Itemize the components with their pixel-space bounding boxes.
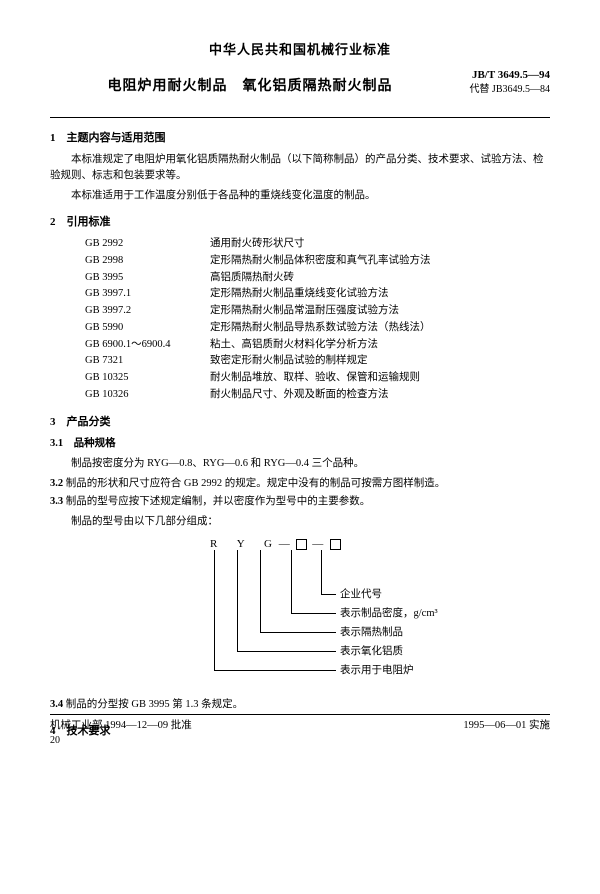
diagram-line bbox=[237, 651, 336, 652]
reference-row: GB 3997.1定形隔热耐火制品重烧线变化试验方法 bbox=[85, 286, 441, 303]
reference-code: GB 3997.2 bbox=[85, 303, 210, 320]
section-3-3-text: 制品的型号应按下述规定编制，并以密度作为型号中的主要参数。 bbox=[66, 496, 371, 507]
reference-title: 高铝质隔热耐火砖 bbox=[210, 270, 441, 287]
section-1-p1: 本标准规定了电阻炉用氧化铝质隔热耐火制品（以下简称制品）的产品分类、技术要求、试… bbox=[50, 152, 550, 184]
reference-row: GB 7321致密定形耐火制品试验的制样规定 bbox=[85, 353, 441, 370]
model-diagram: R Y G — — 企业代号 表示制品密度，g/cm³ 表示隔热制品 表示氧化铝… bbox=[50, 536, 550, 692]
diagram-g: G bbox=[264, 538, 274, 550]
reference-code: GB 10325 bbox=[85, 370, 210, 387]
reference-code: GB 2992 bbox=[85, 236, 210, 253]
reference-title: 定形隔热耐火制品体积密度和真气孔率试验方法 bbox=[210, 253, 441, 270]
diagram-label-3: 表示隔热制品 bbox=[340, 625, 403, 641]
diagram-line bbox=[214, 670, 336, 671]
reference-title: 粘土、高铝质耐火材料化学分析方法 bbox=[210, 337, 441, 354]
reference-title: 定形隔热耐火制品导热系数试验方法（热线法） bbox=[210, 320, 441, 337]
diagram-label-4: 表示氧化铝质 bbox=[340, 644, 403, 660]
section-3-3-p2: 制品的型号由以下几部分组成： bbox=[50, 514, 550, 530]
footer: 机械工业部 1994—12—09 批准 1995—06—01 实施 bbox=[50, 714, 550, 734]
page-number: 20 bbox=[50, 733, 60, 748]
reference-code: GB 6900.1～6900.4 bbox=[85, 337, 210, 354]
reference-title: 致密定形耐火制品试验的制样规定 bbox=[210, 353, 441, 370]
doc-code-block: JB/T 3649.5—94 代替 JB3649.5—84 bbox=[450, 68, 550, 97]
header-rule bbox=[50, 117, 550, 118]
section-3-4: 3.4 制品的分型按 GB 3995 第 1.3 条规定。 bbox=[50, 697, 550, 713]
reference-row: GB 10325耐火制品堆放、取样、验收、保管和运输规则 bbox=[85, 370, 441, 387]
section-3-3: 3.3 制品的型号应按下述规定编制，并以密度作为型号中的主要参数。 bbox=[50, 494, 550, 510]
section-1-head: 1 主题内容与适用范围 bbox=[50, 130, 550, 147]
reference-code: GB 3995 bbox=[85, 270, 210, 287]
section-3-2-num: 3.2 bbox=[50, 478, 63, 489]
section-3-head: 3 产品分类 bbox=[50, 414, 550, 431]
doc-code: JB/T 3649.5—94 bbox=[450, 68, 550, 83]
reference-title: 定形隔热耐火制品常温耐压强度试验方法 bbox=[210, 303, 441, 320]
reference-code: GB 3997.1 bbox=[85, 286, 210, 303]
diagram-box-1 bbox=[296, 539, 307, 550]
diagram-line bbox=[291, 550, 292, 613]
diagram-line bbox=[237, 550, 238, 651]
reference-row: GB 2998定形隔热耐火制品体积密度和真气孔率试验方法 bbox=[85, 253, 441, 270]
footer-effective: 1995—06—01 实施 bbox=[463, 718, 550, 734]
diagram-y: Y bbox=[237, 538, 247, 550]
diagram-label-5: 表示用于电阻炉 bbox=[340, 663, 414, 679]
diagram-line bbox=[260, 550, 261, 632]
doc-replaces: 代替 JB3649.5—84 bbox=[450, 83, 550, 97]
reference-row: GB 6900.1～6900.4粘土、高铝质耐火材料化学分析方法 bbox=[85, 337, 441, 354]
diagram-line bbox=[321, 594, 336, 595]
diagram-line bbox=[260, 632, 336, 633]
section-3-2: 3.2 制品的形状和尺寸应符合 GB 2992 的规定。规定中没有的制品可按需方… bbox=[50, 476, 550, 492]
section-2-head: 2 引用标准 bbox=[50, 214, 550, 231]
title-row: 电阻炉用耐火制品 氧化铝质隔热耐火制品 JB/T 3649.5—94 代替 JB… bbox=[50, 68, 550, 97]
diagram-box-2 bbox=[330, 539, 341, 550]
org-header: 中华人民共和国机械行业标准 bbox=[50, 40, 550, 60]
section-3-4-num: 3.4 bbox=[50, 699, 63, 710]
section-3-1-head: 3.1 品种规格 bbox=[50, 436, 550, 452]
reference-row: GB 2992通用耐火砖形状尺寸 bbox=[85, 236, 441, 253]
reference-title: 耐火制品尺寸、外观及断面的检查方法 bbox=[210, 387, 441, 404]
reference-row: GB 3997.2定形隔热耐火制品常温耐压强度试验方法 bbox=[85, 303, 441, 320]
reference-title: 通用耐火砖形状尺寸 bbox=[210, 236, 441, 253]
footer-approval: 机械工业部 1994—12—09 批准 bbox=[50, 718, 192, 734]
diagram-line bbox=[214, 550, 215, 670]
reference-title: 定形隔热耐火制品重烧线变化试验方法 bbox=[210, 286, 441, 303]
reference-row: GB 5990定形隔热耐火制品导热系数试验方法（热线法） bbox=[85, 320, 441, 337]
reference-row: GB 3995高铝质隔热耐火砖 bbox=[85, 270, 441, 287]
section-3-2-text: 制品的形状和尺寸应符合 GB 2992 的规定。规定中没有的制品可按需方图样制造… bbox=[66, 478, 445, 489]
reference-title: 耐火制品堆放、取样、验收、保管和运输规则 bbox=[210, 370, 441, 387]
diagram-line bbox=[291, 613, 336, 614]
references-table: GB 2992通用耐火砖形状尺寸GB 2998定形隔热耐火制品体积密度和真气孔率… bbox=[85, 236, 441, 404]
diagram-label-1: 企业代号 bbox=[340, 587, 382, 603]
diagram-line bbox=[321, 550, 322, 594]
diagram-label-2: 表示制品密度，g/cm³ bbox=[340, 606, 438, 622]
diagram-r: R bbox=[210, 538, 219, 550]
section-3-3-num: 3.3 bbox=[50, 496, 63, 507]
doc-title: 电阻炉用耐火制品 氧化铝质隔热耐火制品 bbox=[50, 76, 450, 97]
section-3-1-p1: 制品按密度分为 RYG—0.8、RYG—0.6 和 RYG—0.4 三个品种。 bbox=[50, 456, 550, 472]
section-3-4-text: 制品的分型按 GB 3995 第 1.3 条规定。 bbox=[66, 699, 243, 710]
reference-code: GB 7321 bbox=[85, 353, 210, 370]
reference-code: GB 2998 bbox=[85, 253, 210, 270]
reference-row: GB 10326耐火制品尺寸、外观及断面的检查方法 bbox=[85, 387, 441, 404]
section-1-p2: 本标准适用于工作温度分别低于各品种的重烧线变化温度的制品。 bbox=[50, 188, 550, 204]
reference-code: GB 10326 bbox=[85, 387, 210, 404]
reference-code: GB 5990 bbox=[85, 320, 210, 337]
